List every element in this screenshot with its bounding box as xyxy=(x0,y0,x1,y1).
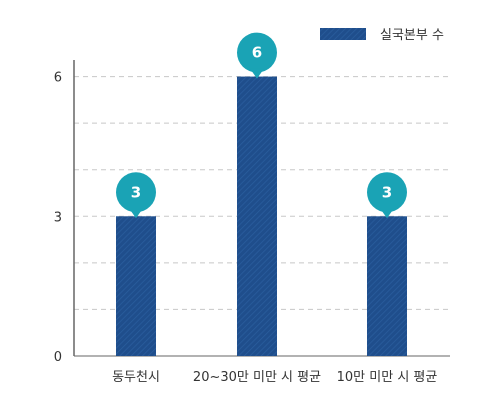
data-label-pointer xyxy=(250,68,264,79)
legend: 실국본부 수 xyxy=(320,28,444,43)
data-label-bubble xyxy=(116,172,156,213)
category-label: 20~30만 미만 시 평균 xyxy=(193,370,321,385)
bar xyxy=(116,216,156,356)
legend-swatch xyxy=(320,28,366,40)
data-label-bubble xyxy=(367,172,407,213)
legend-label: 실국본부 수 xyxy=(380,28,444,43)
data-label: 3 xyxy=(382,183,392,201)
category-label: 10만 미만 시 평균 xyxy=(337,370,438,385)
category-labels: 동두천시 20~30만 미만 시 평균 10만 미만 시 평균 xyxy=(112,370,437,385)
data-label-bubble xyxy=(237,32,277,73)
data-label: 6 xyxy=(252,44,262,62)
y-tick-label: 6 xyxy=(54,71,62,86)
bars xyxy=(116,76,407,357)
bar xyxy=(367,216,407,356)
data-labels: 3 6 3 xyxy=(116,32,407,219)
category-label: 동두천시 xyxy=(112,370,160,385)
data-label-pointer xyxy=(380,208,394,219)
data-label: 3 xyxy=(131,183,141,201)
y-tick-label: 3 xyxy=(54,210,62,225)
y-tick-label: 0 xyxy=(54,350,62,365)
data-label-pointer xyxy=(129,208,143,219)
bar xyxy=(237,76,277,357)
